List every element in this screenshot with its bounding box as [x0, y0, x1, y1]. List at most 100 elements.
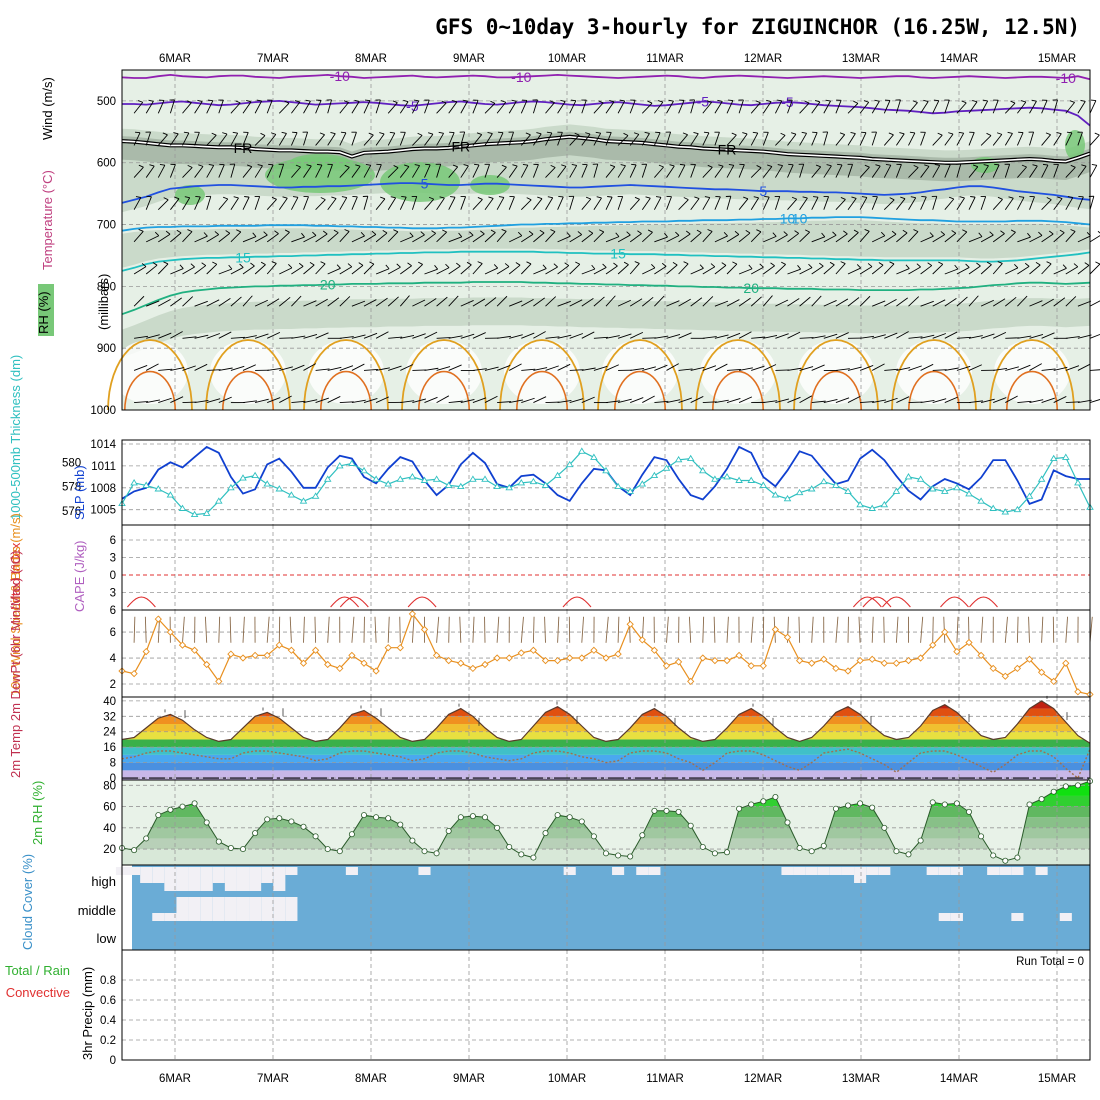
wind-barb [617, 264, 629, 275]
rh-point [990, 852, 997, 859]
wind-barb [1042, 163, 1049, 166]
wind-barb [533, 268, 547, 275]
wind-barb [557, 363, 571, 371]
wind-barb [182, 365, 196, 371]
wind-barb [738, 331, 752, 339]
rh-point [1074, 782, 1081, 789]
wind-barb [194, 300, 208, 307]
thickness-point [795, 488, 804, 496]
wind-barb [799, 366, 814, 371]
wind-barb [802, 196, 808, 199]
wind-barb [932, 196, 938, 210]
wind10m-point [759, 662, 767, 670]
wind-barb [520, 100, 528, 114]
cloud-gap-high [261, 867, 274, 883]
wind-barb [1017, 364, 1031, 371]
rh-point [820, 842, 827, 849]
wind-barb [774, 100, 783, 114]
x-date-label-bottom: 6MAR [159, 1073, 191, 1085]
wind10m-point [892, 659, 901, 667]
x-date-label-bottom: 8MAR [355, 1073, 387, 1085]
wind-barb [1053, 267, 1067, 275]
wind-barb [442, 229, 447, 233]
wind-barb [351, 265, 364, 275]
wind-barb [1004, 164, 1011, 178]
wind-barb [605, 364, 619, 371]
wind10m-barb [883, 616, 885, 643]
wind-barb [371, 230, 377, 235]
wind10m-point [384, 644, 392, 652]
wind-barb [400, 400, 415, 404]
wind-barb [206, 134, 217, 146]
temp-contour-m10 [121, 73, 1091, 81]
wind-barb [351, 235, 365, 243]
wind-barb [992, 233, 1005, 243]
wind-barb [1077, 165, 1087, 178]
wind10m-barb [726, 616, 729, 643]
wind-barb [1065, 336, 1080, 339]
wind-barb [218, 99, 224, 114]
wind-barb [146, 334, 160, 339]
wind-barb [682, 132, 688, 136]
wind-barb [141, 263, 147, 267]
wind-barb [775, 264, 786, 275]
cloud-gap-high [1035, 867, 1048, 875]
wind-barb [291, 400, 306, 404]
rh-band-low [122, 220, 1090, 268]
wind-barb [295, 164, 301, 168]
wind-barb [690, 366, 705, 371]
wind10m-point [783, 633, 792, 641]
wind-barb [547, 196, 553, 199]
rh-moist-area [290, 154, 350, 170]
wind-barb [1053, 99, 1058, 114]
wind-barb [512, 164, 518, 167]
wind-barb [753, 196, 759, 199]
wind-barb [956, 267, 970, 275]
wind-barb [436, 267, 450, 275]
wind-barb [666, 100, 674, 114]
wind-barb [232, 131, 238, 134]
wind-barb [291, 101, 301, 114]
wind-barb [726, 369, 741, 371]
rh-point [966, 808, 973, 815]
run-total-label: Run Total = 0 [1016, 956, 1084, 968]
wind-barb [472, 368, 487, 371]
wind-barb [206, 333, 221, 339]
wind-barb [379, 132, 385, 135]
thickness-point [820, 477, 828, 485]
wind-barb [726, 263, 738, 275]
wind-barb [992, 100, 999, 114]
wind-barb [776, 99, 782, 102]
rh-point [131, 847, 138, 854]
rh-point [711, 850, 718, 857]
wind-barb [1041, 134, 1051, 146]
wind-barb [813, 196, 819, 198]
thickness-point [626, 487, 634, 494]
wind-barb [533, 396, 547, 403]
wind-barb [617, 234, 631, 243]
wind-barb [149, 164, 155, 167]
wind-barb [1029, 131, 1035, 146]
wind-barb [520, 134, 531, 146]
thickness-point [759, 481, 768, 488]
wind-barb [629, 134, 640, 146]
wind-barb [823, 300, 837, 307]
wind-barb [211, 132, 217, 136]
wind-barb [315, 134, 325, 146]
wind-barb [557, 300, 571, 307]
wind-barb [651, 264, 656, 269]
wind-barb [436, 231, 447, 243]
wind-barb [242, 364, 256, 371]
wind-barb [704, 196, 710, 199]
wind10m-barb [242, 616, 245, 643]
wind-barb [699, 264, 704, 269]
wind-barb [934, 164, 940, 166]
wind-barb [683, 197, 689, 201]
wind-barb [266, 199, 277, 211]
wind-barb [145, 264, 158, 275]
wind-barb [932, 299, 946, 307]
wind-barb [734, 230, 740, 235]
wind-barb [254, 264, 266, 275]
rh-point [385, 815, 392, 822]
